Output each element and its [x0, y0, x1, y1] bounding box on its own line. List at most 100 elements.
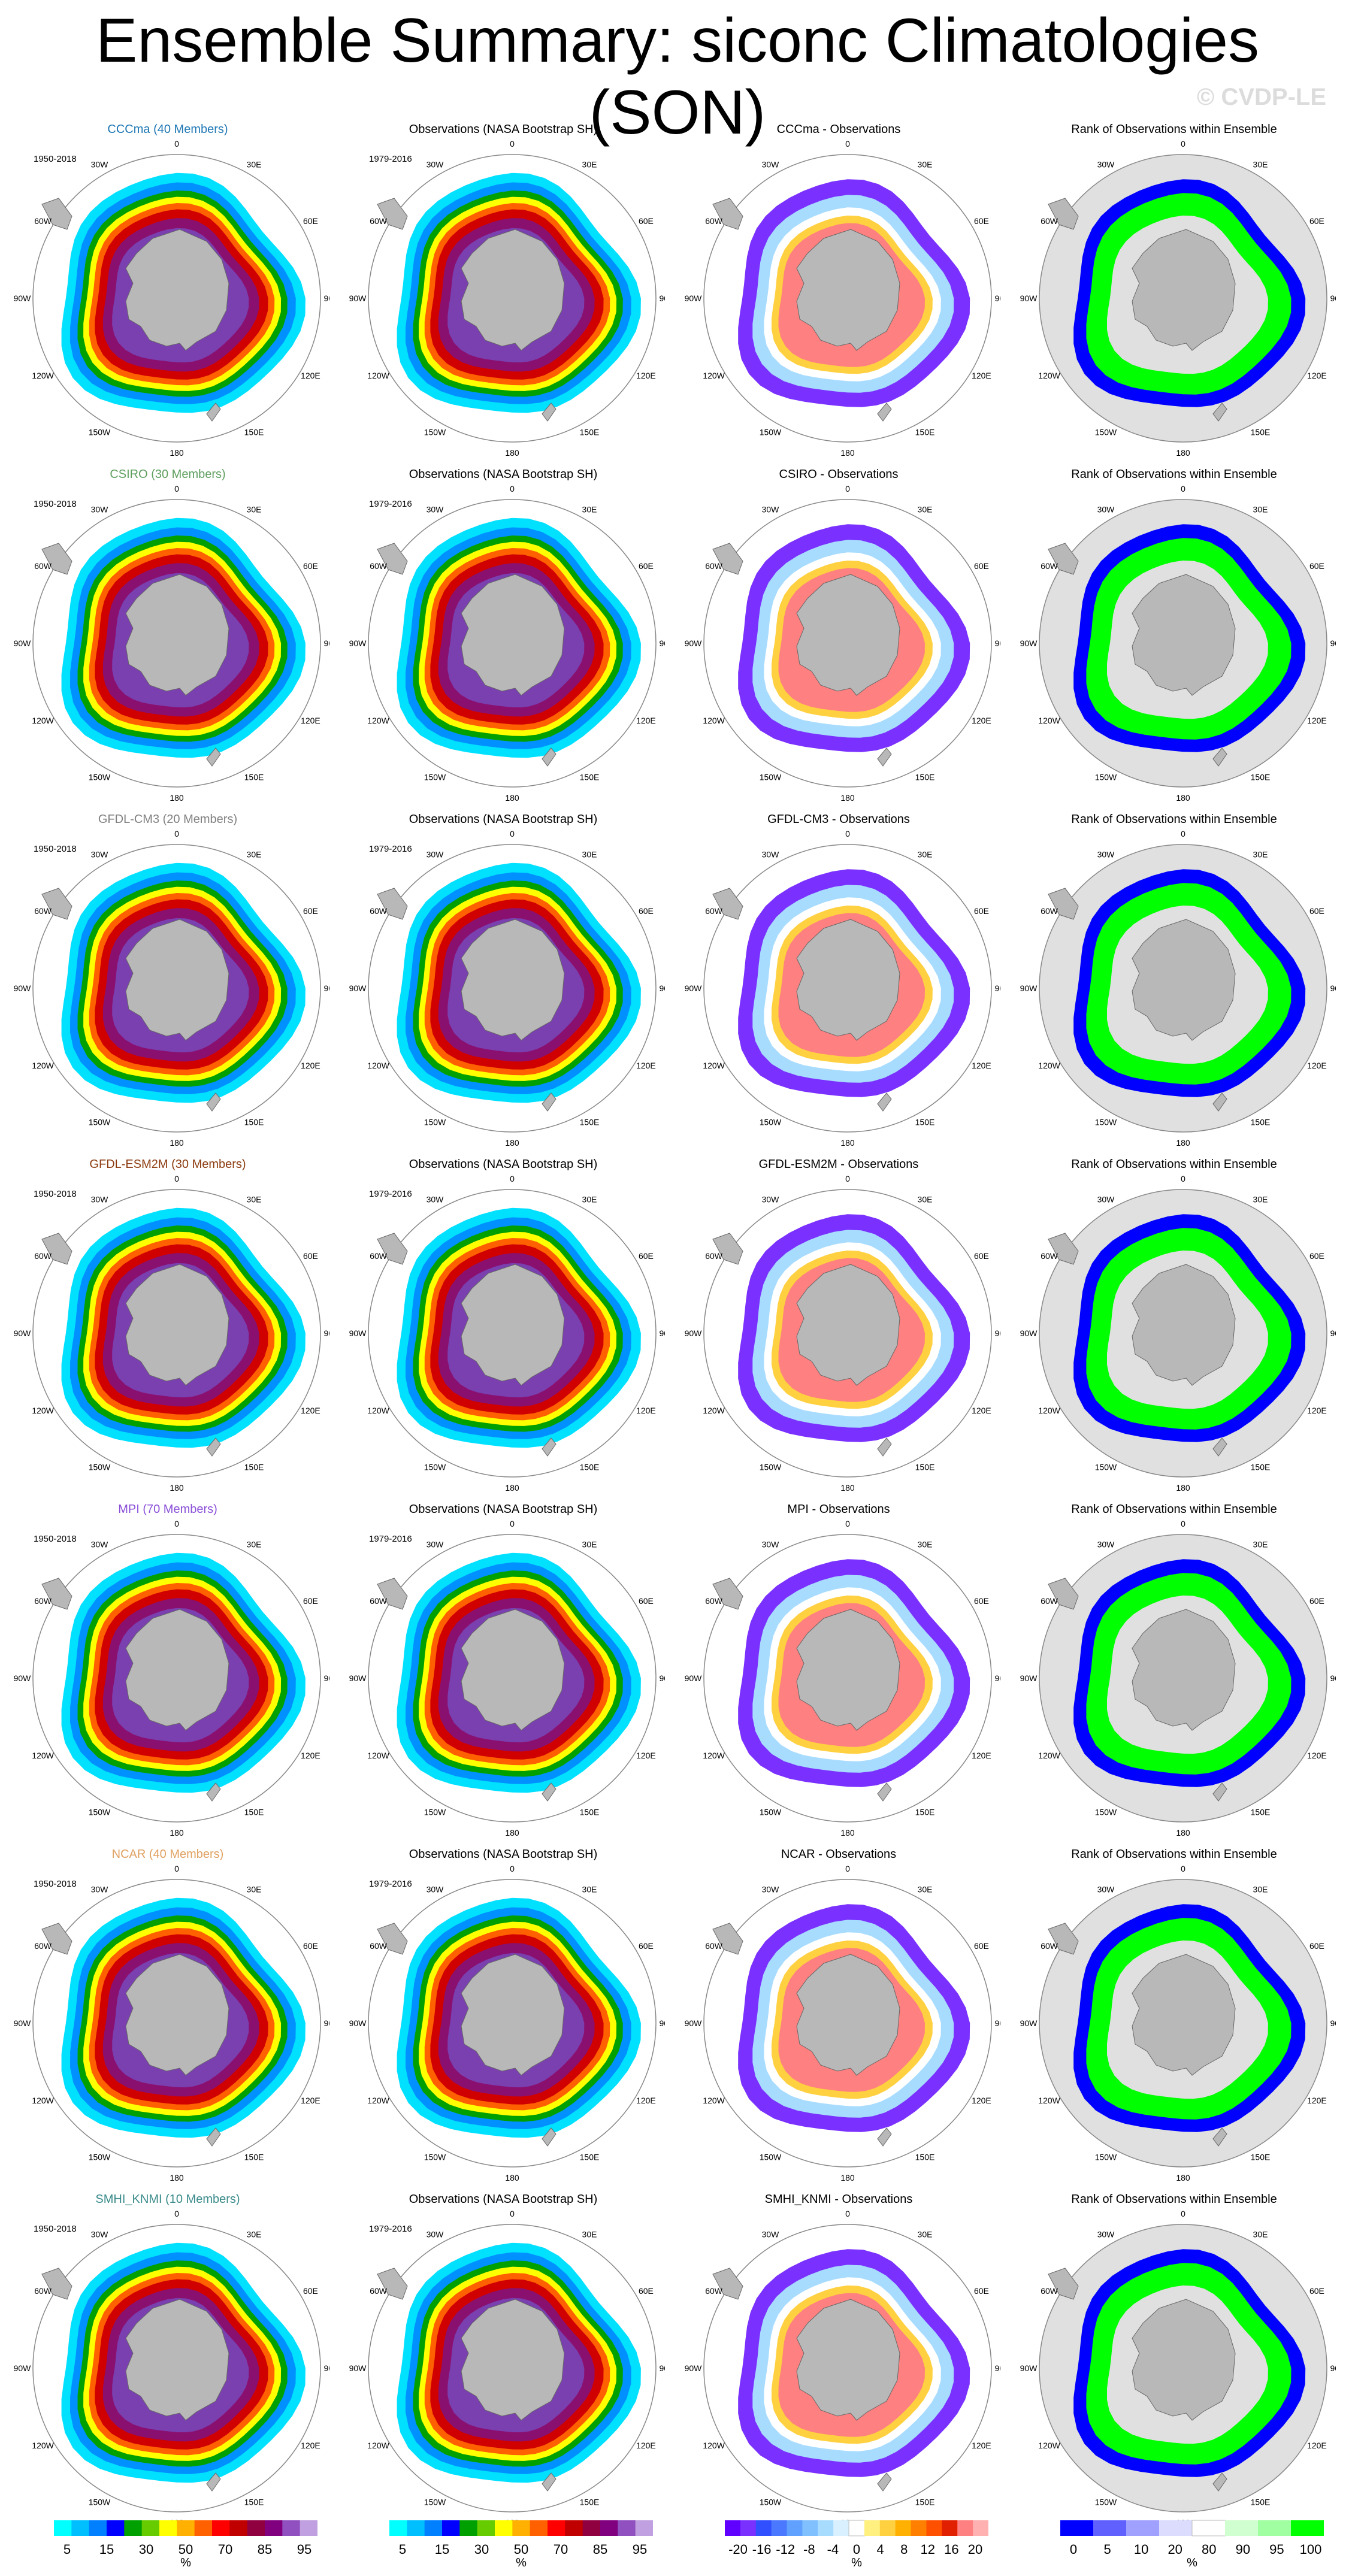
longitude-label: 120W: [1038, 1751, 1060, 1760]
longitude-label: 120E: [972, 371, 991, 380]
longitude-label: 150E: [244, 772, 264, 782]
south-america-landmass: [712, 1923, 743, 1955]
longitude-label: 90W: [685, 293, 703, 303]
longitude-label: 30W: [762, 1195, 780, 1204]
colorbar-unit: %: [516, 2556, 527, 2569]
longitude-label: 60E: [974, 216, 989, 226]
longitude-label: 180: [170, 2173, 184, 2182]
new-zealand-landmass: [1212, 402, 1227, 422]
antarctica-landmass: [125, 919, 229, 1041]
colorbar-swatch: [89, 2520, 107, 2536]
longitude-label: 120E: [972, 2096, 991, 2105]
longitude-label: 0: [1181, 1519, 1185, 1528]
colorbar-tick: 95: [297, 2542, 312, 2557]
panel-title: Observations (NASA Bootstrap SH): [409, 813, 598, 826]
longitude-label: 60W: [34, 906, 52, 916]
longitude-label: 90W: [1020, 1328, 1038, 1338]
new-zealand-landmass: [206, 1437, 221, 1457]
colorbar-swatch: [565, 2520, 583, 2536]
longitude-label: 90W: [14, 983, 32, 993]
colorbar-swatches: [725, 2520, 988, 2536]
longitude-label: 150E: [1251, 2152, 1271, 2162]
longitude-label: 120W: [1038, 1406, 1060, 1415]
new-zealand-landmass: [877, 402, 892, 422]
longitude-label: 150E: [580, 1462, 600, 1472]
longitude-label: 60E: [303, 1941, 318, 1951]
longitude-label: 180: [1176, 1138, 1190, 1147]
longitude-label: 30W: [91, 505, 109, 514]
colorbar-swatch: [1126, 2520, 1160, 2536]
longitude-label: 150E: [1251, 1117, 1271, 1127]
polar-map: 030E60E90E120E150E180150W120W90W60W30W: [349, 140, 665, 457]
colorbar-swatch: [107, 2520, 125, 2536]
antarctica-landmass: [461, 1264, 565, 1386]
panel-rank: Rank of Observations within Ensemble 0 30E…: [1012, 1848, 1336, 2183]
longitude-label: 180: [170, 1138, 184, 1147]
antarctica-landmass: [1132, 229, 1236, 351]
colorbar-swatch: [530, 2520, 548, 2536]
longitude-label: 60E: [974, 1251, 989, 1261]
longitude-label: 60W: [1041, 1941, 1058, 1951]
panel-model-MPI: MPI (70 Members) 1950-2018 0 30E 60E 90E 120E 1…: [6, 1503, 329, 1838]
longitude-label: 120E: [1307, 1061, 1327, 1070]
longitude-label: 60E: [1309, 561, 1324, 571]
longitude-label: 30E: [582, 505, 597, 514]
antarctica-landmass: [796, 574, 900, 696]
longitude-label: 120W: [367, 371, 389, 380]
antarctica-landmass: [1132, 1609, 1236, 1731]
panel-period: 1950-2018: [34, 2224, 77, 2234]
longitude-label: 120W: [1038, 2441, 1060, 2450]
longitude-label: 30W: [1097, 850, 1115, 859]
longitude-label: 60W: [370, 216, 388, 226]
south-america-landmass: [1048, 543, 1079, 575]
longitude-label: 90E: [995, 1328, 1000, 1338]
longitude-label: 150W: [89, 2152, 111, 2162]
colorbar-tick: 50: [513, 2542, 529, 2557]
south-america-landmass: [377, 1233, 408, 1265]
longitude-label: 0: [174, 1519, 179, 1528]
longitude-label: 30W: [427, 850, 444, 859]
longitude-label: 120W: [32, 371, 54, 380]
colorbar-tick: 95: [1269, 2542, 1284, 2557]
longitude-label: 90W: [685, 2018, 703, 2028]
polar-map: 030E60E90E120E150E180150W120W90W60W30W: [1020, 2209, 1336, 2527]
longitude-label: 180: [505, 793, 519, 802]
longitude-label: 180: [170, 448, 184, 457]
polar-map: 030E60E90E120E150E180150W120W90W60W30W: [685, 1519, 1000, 1837]
colorbar-swatch: [1191, 2520, 1226, 2536]
antarctica-landmass: [1132, 574, 1236, 696]
antarctica-landmass: [796, 919, 900, 1041]
longitude-label: 90E: [660, 1673, 665, 1683]
colorbar-tick: 30: [474, 2542, 489, 2557]
south-america-landmass: [1048, 888, 1079, 920]
antarctica-landmass: [796, 229, 900, 351]
longitude-label: 0: [510, 1864, 515, 1873]
longitude-label: 30W: [91, 1540, 109, 1549]
longitude-label: 120E: [301, 1751, 320, 1760]
longitude-label: 150E: [915, 2497, 935, 2507]
colorbar-tick: 5: [398, 2542, 407, 2557]
colorbar-tick: -20: [728, 2542, 748, 2557]
longitude-label: 30W: [1097, 1540, 1115, 1549]
longitude-label: 150E: [244, 1462, 264, 1472]
colorbar-unit: %: [851, 2556, 862, 2569]
longitude-label: 60W: [705, 906, 723, 916]
colorbar-tick-labels: -20 -16 -12 -8 -4 0 4 8 12 16 20: [725, 2542, 988, 2557]
longitude-label: 150W: [89, 772, 111, 782]
colorbar-swatch: [818, 2520, 834, 2536]
longitude-label: 150W: [760, 427, 782, 437]
colorbar-swatch: [911, 2520, 927, 2536]
colorbar-tick-labels: 5 15 30 50 70 85 95: [389, 2542, 653, 2557]
new-zealand-landmass: [1212, 2472, 1227, 2492]
longitude-label: 0: [510, 1519, 515, 1528]
longitude-label: 30E: [582, 850, 597, 859]
longitude-label: 180: [1176, 1483, 1190, 1492]
colorbar-tick: 0: [1069, 2542, 1078, 2557]
south-america-landmass: [377, 2268, 408, 2300]
panel-period: 1979-2016: [369, 1879, 412, 1889]
longitude-label: 60E: [639, 906, 654, 916]
panel-title: Rank of Observations within Ensemble: [1071, 1158, 1277, 1171]
panel-model-GFDL-CM3: GFDL-CM3 (20 Members) 1950-2018 0 30E 60E 90E…: [6, 813, 329, 1148]
longitude-label: 150W: [1095, 2152, 1117, 2162]
polar-map: 030E60E90E120E150E180150W120W90W60W30W: [349, 830, 665, 1147]
